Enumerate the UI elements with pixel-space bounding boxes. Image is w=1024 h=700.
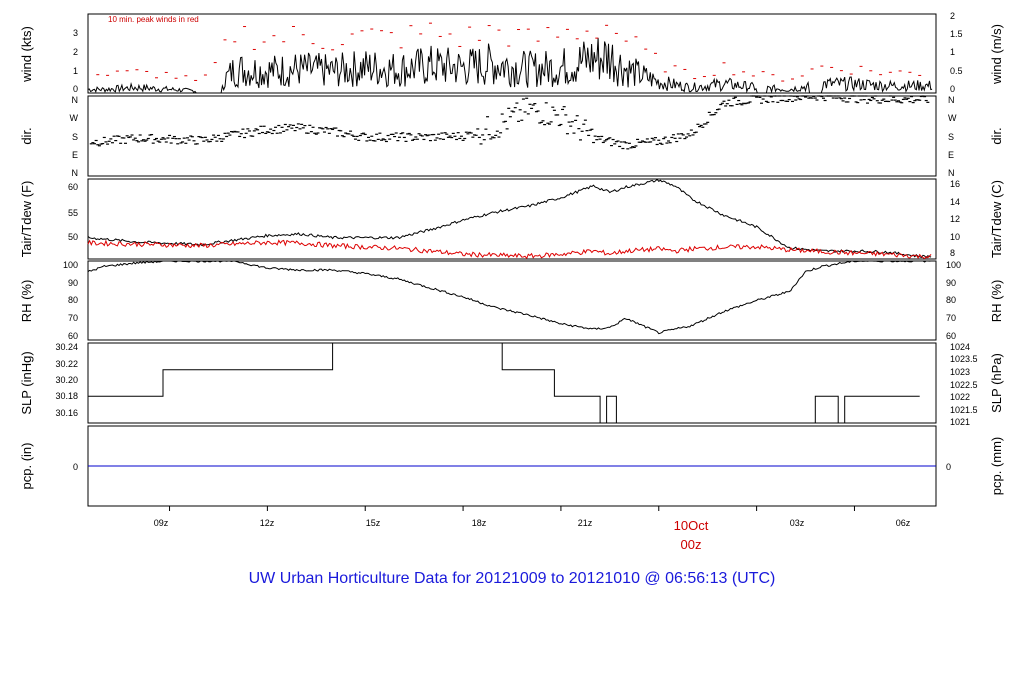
humidity-right-tick: 60 <box>946 331 956 341</box>
x-tick-label: 09z <box>154 518 169 528</box>
humidity-left-label: RH (%) <box>19 280 34 323</box>
direction-left-tick: N <box>72 95 79 105</box>
precip-right-tick: 0 <box>946 462 951 472</box>
temperature-panel-frame <box>87 178 937 260</box>
direction-left-tick: N <box>72 168 79 178</box>
temperature-right-tick: 8 <box>950 248 955 258</box>
temperature-left-tick: 50 <box>68 232 78 242</box>
pressure-right-label: SLP (hPa) <box>989 353 1004 413</box>
pressure-right-tick: 1022 <box>950 392 970 402</box>
humidity-right-tick: 90 <box>946 278 956 288</box>
temperature-right-tick: 16 <box>950 179 960 189</box>
pressure-right-tick: 1021.5 <box>950 405 978 415</box>
pressure-left-tick: 30.22 <box>55 359 78 369</box>
wind-right-tick: 1 <box>950 47 955 57</box>
humidity-left-tick: 90 <box>68 278 78 288</box>
temperature-right-tick: 10 <box>950 232 960 242</box>
direction-left-label: dir. <box>19 127 34 144</box>
wind-left-tick: 3 <box>73 28 78 38</box>
x-tick-label: 03z <box>790 518 805 528</box>
temperature-right-tick: 14 <box>950 197 960 207</box>
pressure-panel-frame <box>87 342 937 424</box>
direction-left-tick: W <box>70 113 79 123</box>
precip-left-label: pcp. (in) <box>19 443 34 490</box>
pressure-left-tick: 30.16 <box>55 408 78 418</box>
peak-wind-annotation: 10 min. peak winds in red <box>108 15 199 24</box>
humidity-right-label: RH (%) <box>989 280 1004 323</box>
humidity-right-tick: 100 <box>946 260 961 270</box>
x-date-label: 10Oct <box>674 518 709 533</box>
wind-right-tick: 0.5 <box>950 66 963 76</box>
pressure-right-tick: 1022.5 <box>950 380 978 390</box>
wind-right-tick: 2 <box>950 11 955 21</box>
pressure-left-label: SLP (inHg) <box>19 351 34 414</box>
wind-right-tick: 1.5 <box>950 29 963 39</box>
wind-left-tick: 0 <box>73 84 78 94</box>
x-tick-label: 21z <box>578 518 593 528</box>
precip-left-tick: 0 <box>73 462 78 472</box>
pressure-right-tick: 1023.5 <box>950 354 978 364</box>
wind-right-label: wind (m/s) <box>989 24 1004 85</box>
humidity-line <box>87 260 932 335</box>
wind-speed-line <box>87 37 933 94</box>
pressure-right-tick: 1023 <box>950 367 970 377</box>
pressure-right-tick: 1021 <box>950 417 970 427</box>
pressure-left-tick: 30.20 <box>55 375 78 385</box>
wind-left-label: wind (kts) <box>19 26 34 83</box>
wind-left-tick: 2 <box>73 47 78 57</box>
pressure-line <box>88 342 920 424</box>
dewpoint-line <box>87 239 932 260</box>
pressure-left-tick: 30.18 <box>55 391 78 401</box>
humidity-panel-frame <box>87 260 937 341</box>
wind-right-tick: 0 <box>950 84 955 94</box>
wind-panel-frame <box>87 13 937 94</box>
direction-left-tick: E <box>72 150 78 160</box>
x-tick-label: 15z <box>366 518 381 528</box>
direction-panel-frame <box>87 95 937 177</box>
pressure-right-tick: 1024 <box>950 342 970 352</box>
x-tick-label: 12z <box>260 518 275 528</box>
humidity-left-tick: 60 <box>68 331 78 341</box>
temperature-left-tick: 55 <box>68 208 78 218</box>
chart-title: UW Urban Horticulture Data for 20121009 … <box>249 570 776 587</box>
humidity-left-tick: 70 <box>68 313 78 323</box>
direction-right-tick: N <box>948 168 955 178</box>
humidity-left-tick: 100 <box>63 260 78 270</box>
chart-marks <box>87 22 936 511</box>
x-tick-label: 06z <box>896 518 911 528</box>
temperature-left-label: Tair/Tdew (F) <box>19 181 34 258</box>
precip-right-label: pcp. (mm) <box>989 437 1004 496</box>
direction-right-tick: N <box>948 95 955 105</box>
humidity-right-tick: 80 <box>946 295 956 305</box>
humidity-left-tick: 80 <box>68 295 78 305</box>
direction-right-tick: S <box>948 132 954 142</box>
temperature-right-tick: 12 <box>950 214 960 224</box>
pressure-left-tick: 30.24 <box>55 342 78 352</box>
temperature-right-label: Tair/Tdew (C) <box>989 180 1004 258</box>
direction-left-tick: S <box>72 132 78 142</box>
wind-left-tick: 1 <box>73 66 78 76</box>
direction-right-tick: E <box>948 150 954 160</box>
x-date-sublabel: 00z <box>681 537 702 552</box>
direction-right-tick: W <box>948 113 957 123</box>
direction-right-label: dir. <box>989 127 1004 144</box>
x-tick-label: 18z <box>472 518 487 528</box>
humidity-right-tick: 70 <box>946 313 956 323</box>
temperature-left-tick: 60 <box>68 182 78 192</box>
